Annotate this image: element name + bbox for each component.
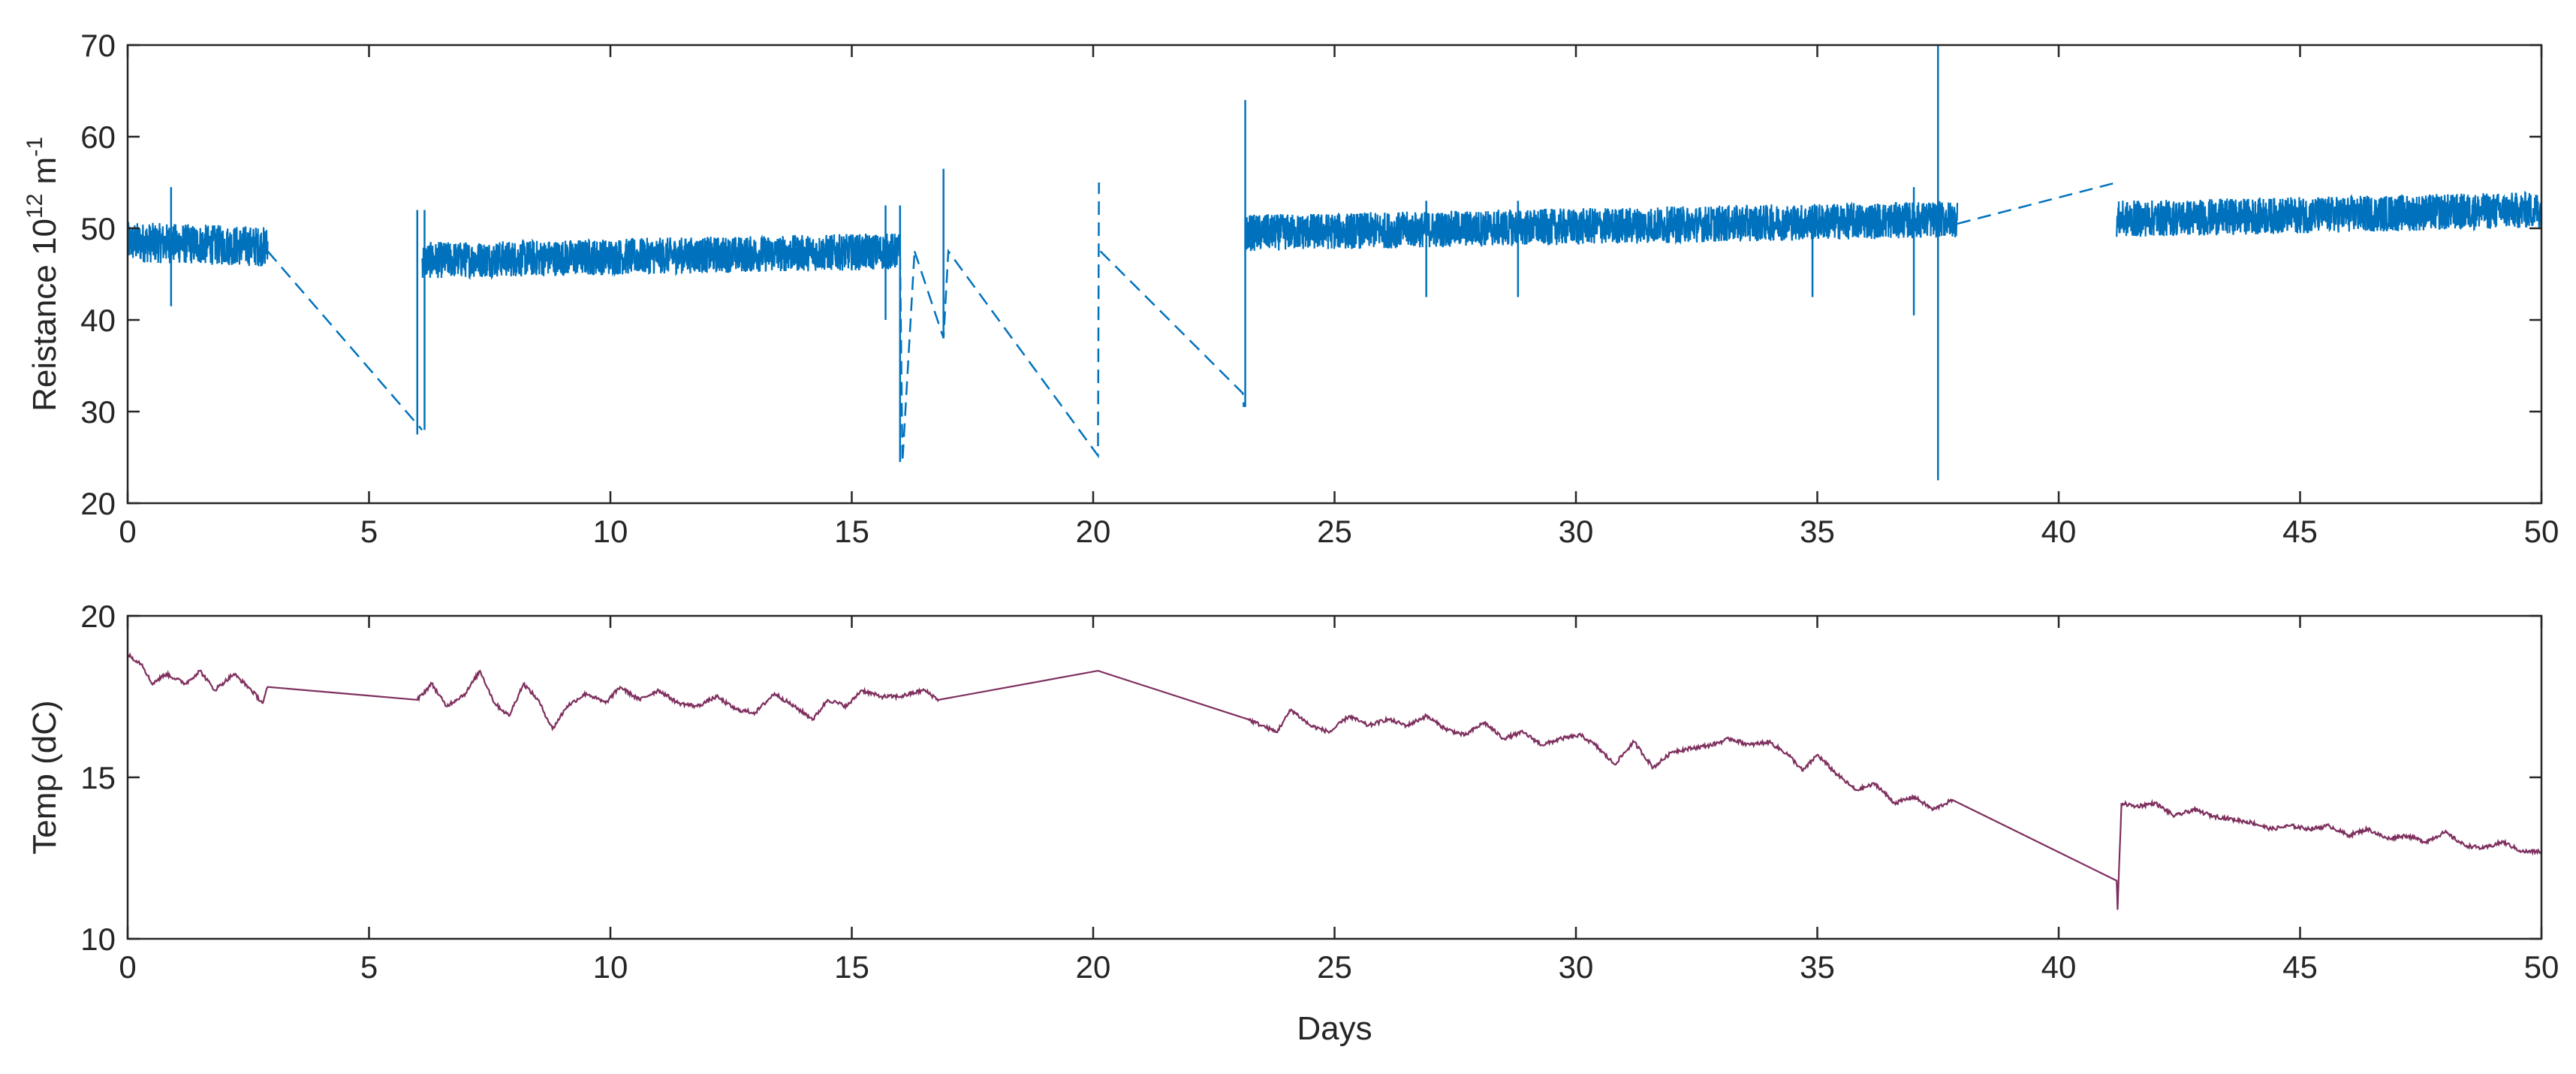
resistance-noisy-trace [126,222,269,267]
resistance-x-tick-label: 25 [1317,514,1352,549]
resistance-x-tick-label: 20 [1076,514,1111,549]
resistance-gap-line [913,182,1100,459]
resistance-y-tick-label: 30 [80,394,116,430]
temperature-ticks: 0 5 10 15 20 25 30 35 40 45 50 10 15 20 [80,599,2559,985]
temperature-x-tick-label: 25 [1317,949,1352,985]
resistance-x-tick-label: 10 [593,514,628,549]
temperature-x-tick-label: 20 [1076,949,1111,985]
resistance-y-tick-label: 40 [80,303,116,338]
resistance-x-tick-label: 0 [119,514,136,549]
temperature-line [127,652,2542,910]
resistance-y-axis-label: Reistance 1012 m-1 [23,137,63,412]
temperature-series [127,652,2542,910]
temperature-x-tick-label: 10 [593,949,628,985]
ylabel-text-part2: m [26,157,63,194]
resistance-x-tick-label: 5 [360,514,378,549]
temperature-y-tick-label: 20 [80,599,116,634]
resistance-noisy-trace [1244,201,1959,252]
resistance-gap-line [1099,250,1245,407]
resistance-gap-line [267,250,423,431]
temperature-x-tick-label: 0 [119,949,136,985]
resistance-x-tick-label: 35 [1800,514,1835,549]
temperature-plot: 0 5 10 15 20 25 30 35 40 45 50 10 15 20 Temp (dC) Day… [26,599,2559,1047]
resistance-x-tick-label: 40 [2041,514,2077,549]
resistance-noisy-trace [2116,191,2543,237]
resistance-x-tick-label: 30 [1559,514,1594,549]
temperature-x-tick-label: 30 [1559,949,1594,985]
temperature-y-tick-label: 10 [80,922,116,957]
temperature-x-tick-label: 40 [2041,949,2077,985]
ylabel-superscript-2: -1 [23,137,47,157]
ylabel-text-part1: Reistance 10 [26,219,63,412]
temperature-x-tick-label: 45 [2282,949,2318,985]
temperature-x-tick-label: 15 [834,949,869,985]
resistance-x-tick-label: 45 [2282,514,2318,549]
ylabel-superscript-1: 12 [23,194,47,219]
temperature-x-tick-label: 5 [360,949,378,985]
resistance-x-tick-label: 50 [2524,514,2559,549]
resistance-x-tick-label: 15 [834,514,869,549]
resistance-plot: 0 5 10 15 20 25 30 35 40 45 50 20 30 40 50 60 70 Reistan… [23,28,2559,549]
temperature-x-tick-label: 35 [1800,949,1835,985]
x-axis-label: Days [1297,1010,1372,1047]
temperature-y-tick-label: 15 [80,760,116,795]
temperature-x-tick-label: 50 [2524,949,2559,985]
resistance-y-tick-label: 70 [80,28,116,63]
resistance-y-tick-label: 50 [80,211,116,246]
resistance-y-tick-label: 60 [80,119,116,155]
resistance-y-tick-label: 20 [80,486,116,521]
resistance-series [126,45,2543,481]
resistance-noisy-trace [421,233,901,280]
resistance-ticks: 0 5 10 15 20 25 30 35 40 45 50 20 30 40 50 60 70 [80,28,2559,549]
temperature-y-axis-label: Temp (dC) [26,700,63,854]
resistance-gap-line [1957,181,2117,225]
